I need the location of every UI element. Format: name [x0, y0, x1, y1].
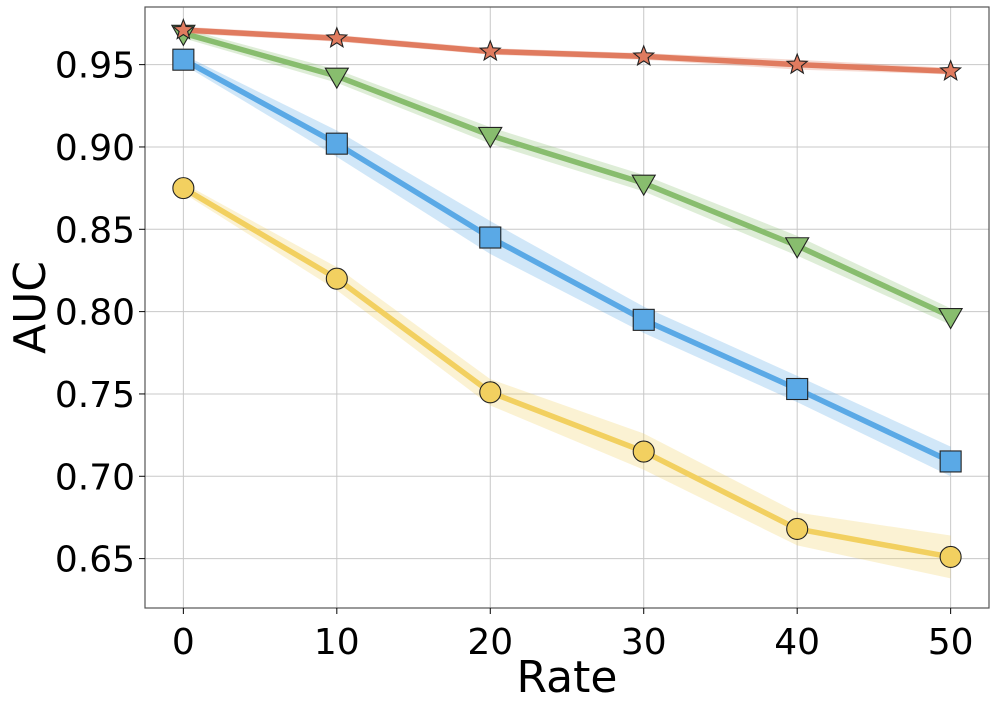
circle-series-point [632, 440, 655, 463]
square-series-line [180, 56, 954, 465]
x-tick-label: 20 [467, 622, 513, 663]
triangle-series-point [631, 174, 657, 197]
circle-series-point [172, 177, 195, 200]
series-markers [170, 18, 964, 569]
y-tick-label: 0.75 [55, 375, 135, 416]
plot-frame [144, 6, 990, 609]
circle-series-point [939, 545, 962, 569]
circle-series-point [479, 381, 502, 404]
square-series-point [172, 48, 195, 71]
star-series-line [180, 27, 954, 74]
square-series-point [939, 450, 962, 473]
square-series-point [325, 132, 348, 155]
x-axis-title: Rate [517, 652, 618, 703]
x-tick-label: 30 [621, 622, 667, 663]
circle-series-band [183, 183, 951, 579]
square-series-point [479, 226, 502, 249]
x-tick-label: 0 [172, 622, 195, 663]
x-tick-label: 50 [928, 622, 974, 663]
x-tick-label: 10 [314, 622, 360, 663]
y-tick-label: 0.85 [55, 210, 135, 251]
y-tick-label: 0.70 [55, 457, 135, 498]
square-series-point [786, 377, 809, 401]
star-series-point [632, 44, 656, 67]
circle-series-point [325, 267, 348, 290]
confidence-bands [183, 26, 951, 579]
y-tick-label: 0.80 [55, 293, 135, 334]
axis-ticks: 0 10 20 30 40 50 0.65 0.70 0.75 0.80 0.85 0.90 0.95 [55, 46, 974, 663]
star-series-point [785, 52, 809, 75]
triangle-series-point [324, 67, 350, 90]
x-tick-label: 40 [774, 622, 820, 663]
series-lines [180, 27, 954, 560]
triangle-series-point [938, 308, 964, 330]
star-series-point [939, 59, 963, 81]
triangle-series-band [183, 28, 951, 325]
y-axis-title: AUC [5, 261, 56, 354]
circle-series-line [180, 185, 954, 560]
grid [145, 7, 989, 608]
star-series-point [171, 18, 195, 40]
triangle-series-point [477, 126, 503, 149]
square-series-point [632, 308, 655, 331]
triangle-series-line [180, 30, 954, 320]
y-tick-label: 0.95 [55, 46, 135, 87]
star-series-point [325, 26, 349, 49]
circle-series-point [786, 517, 809, 541]
triangle-series-point [784, 237, 810, 259]
star-series-point [478, 39, 502, 62]
y-tick-label: 0.90 [55, 128, 135, 169]
y-tick-label: 0.65 [55, 540, 135, 581]
